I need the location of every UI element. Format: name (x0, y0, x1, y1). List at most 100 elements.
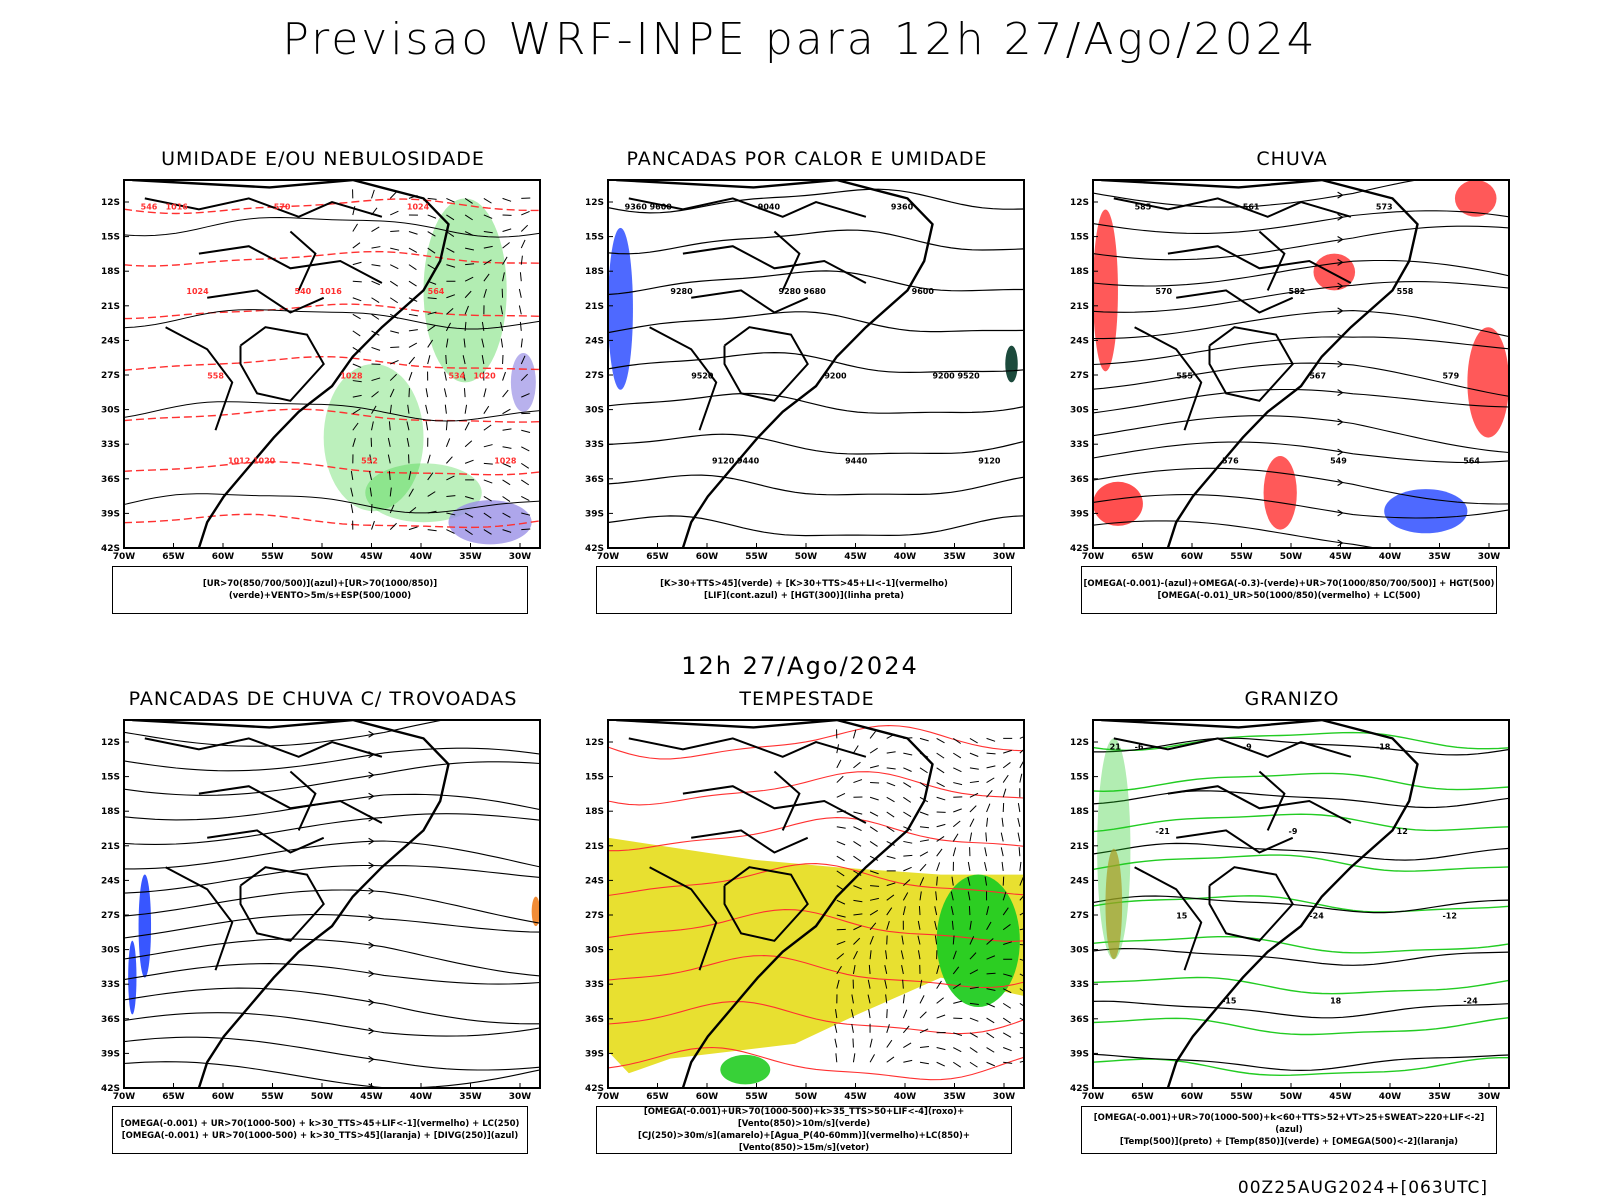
wind-vector (1019, 928, 1024, 931)
lon-tick-label: 65W (646, 552, 669, 562)
contour-label: -18 (1376, 742, 1391, 751)
wind-vector (953, 1047, 962, 1053)
contour-line (1093, 854, 1509, 872)
lon-tick-label: 30W (509, 552, 532, 562)
wind-vector (464, 197, 473, 204)
panel-pancadas-trovoadas: PANCADAS DE CHUVA C/ TROVOADAS 12S 15S 18S 2… (88, 688, 558, 1158)
wind-vector (408, 247, 418, 253)
contour-line (608, 351, 1024, 374)
wind-vector (969, 1032, 978, 1038)
border-line (649, 326, 718, 431)
border-line (1176, 829, 1294, 854)
wind-vector (936, 980, 942, 989)
contour-label: -24 (1309, 912, 1324, 921)
wind-vector (352, 408, 361, 415)
panel-legend: [OMEGA(-0.001)+UR>70(1000-500)+k<60+TTS>… (1081, 1106, 1497, 1154)
wind-vector (465, 263, 475, 266)
wind-vector (936, 876, 938, 886)
wind-vector (427, 247, 436, 254)
streamline-arrow (368, 862, 375, 869)
streamline (1093, 494, 1509, 519)
wind-vector (1002, 988, 1012, 994)
wind-vector (903, 752, 913, 756)
wind-vector (446, 512, 456, 516)
streamline (1093, 467, 1509, 505)
lat-tick-label: 12S (585, 738, 604, 748)
lon-tick-label: 30W (509, 1092, 532, 1102)
border-line (239, 866, 325, 942)
wind-vector (427, 491, 436, 497)
lat-tick-label: 24S (585, 876, 604, 886)
wind-vector (836, 855, 845, 862)
lon-tick-label: 65W (162, 1092, 185, 1102)
wind-vector (853, 841, 862, 847)
lat-tick-label: 33S (1070, 980, 1089, 990)
lat-tick-label: 21S (1070, 842, 1089, 852)
lat-tick-label: 36S (585, 1015, 604, 1025)
lat-tick-label: 33S (585, 440, 604, 450)
lat-tick-label: 33S (101, 440, 120, 450)
wind-vector (427, 325, 436, 332)
streamline-arrow (1337, 236, 1344, 243)
border-line (289, 230, 317, 291)
lon-tick-label: 55W (261, 552, 284, 562)
wind-vector (390, 230, 400, 233)
wind-vector (851, 1023, 854, 1033)
shaded-area (1105, 848, 1123, 960)
lat-tick-label: 27S (101, 911, 120, 921)
border-line (165, 866, 234, 971)
shaded-area (510, 352, 536, 412)
wind-vector (408, 329, 418, 332)
wind-vector (446, 264, 456, 268)
wind-vector (446, 529, 455, 534)
wind-vector (836, 899, 846, 905)
wind-vector (919, 1028, 929, 1034)
contour-label: -9 (1243, 742, 1252, 751)
contour-line (124, 461, 540, 476)
contour-line (1093, 895, 1509, 914)
lat-tick-label: 27S (585, 911, 604, 921)
border-line (682, 785, 867, 824)
wind-vector (870, 885, 880, 887)
wind-vector (986, 752, 996, 755)
streamline-arrow (1337, 360, 1344, 368)
wind-vector (519, 272, 522, 282)
wind-vector (853, 745, 859, 754)
wind-vector (350, 504, 354, 514)
lat-tick-label: 15S (1070, 233, 1089, 243)
wind-vector (869, 826, 878, 833)
border-line (289, 770, 317, 831)
legend-line: [OMEGA(-0.001)+UR>70(1000-500)+k>35_TTS>… (643, 1107, 965, 1129)
wind-vector (902, 1025, 910, 1034)
wind-vector (464, 276, 474, 282)
wind-vector (483, 288, 487, 298)
wind-vector (919, 767, 928, 774)
wind-vector (903, 840, 913, 844)
wind-vector (446, 475, 455, 481)
wind-vector (836, 979, 840, 989)
panel-umidade: UMIDADE E/OU NEBULOSIDADE 1016 1016 1020 102… (88, 148, 558, 618)
wind-vector (836, 759, 842, 769)
contour-label: 546 (141, 202, 158, 211)
lon-tick-label: 55W (745, 1092, 768, 1102)
page-title: Previsao WRF-INPE para 12h 27/Ago/2024 (282, 14, 1318, 65)
legend-line: [OMEGA(-0.001) + UR>70(1000-500) + k>30_… (120, 1119, 520, 1129)
contour-label: 21 (1110, 742, 1122, 751)
streamline-arrow (368, 837, 375, 845)
wind-vector (953, 1032, 963, 1036)
streamline-arrow (1337, 448, 1344, 456)
forecast-map: 585 582 579 576 573 570 567 564 561 558 555 549 12S 1… (1065, 178, 1525, 562)
lat-tick-label: 39S (101, 509, 120, 519)
wind-vector (869, 855, 879, 861)
lon-tick-label: 60W (212, 552, 235, 562)
border-line (144, 197, 383, 218)
wind-vector (518, 305, 522, 315)
wind-vector (969, 986, 979, 990)
contour-line (608, 229, 1024, 255)
panel-legend: [OMEGA(-0.001) + UR>70(1000-500) + k>30_… (112, 1106, 528, 1154)
wind-vector (917, 935, 921, 945)
legend-line: [K>30+TTS>45](verde) + [K>30+TTS>45+LI<-… (660, 579, 948, 589)
wind-vector (986, 921, 992, 931)
lat-tick-label: 30S (101, 406, 120, 416)
lon-tick-label: 50W (795, 552, 818, 562)
